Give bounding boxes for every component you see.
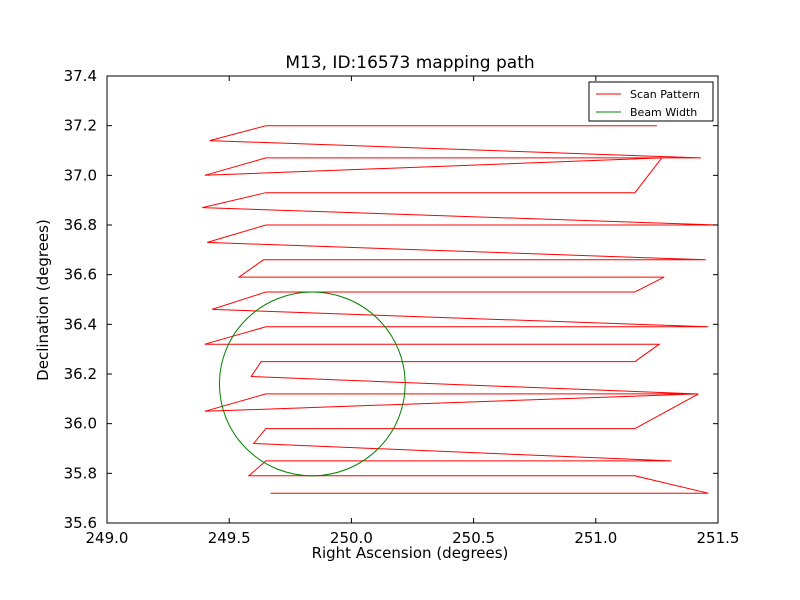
y-tick-label: 36.2 (64, 365, 97, 383)
y-tick-label: 37.2 (64, 117, 97, 135)
x-tick-label: 251.0 (574, 529, 617, 547)
chart-title: M13, ID:16573 mapping path (285, 53, 534, 73)
legend-label-beam-width: Beam Width (630, 106, 697, 119)
y-tick-label: 36.0 (64, 415, 97, 433)
plot-marks (202, 125, 719, 494)
y-tick-label: 35.6 (64, 514, 97, 532)
y-tick-label: 36.4 (64, 315, 97, 333)
y-tick-label: 36.6 (64, 266, 97, 284)
scan-pattern-line (202, 125, 719, 494)
x-axis-label: Right Ascension (degrees) (312, 544, 509, 562)
legend: Scan Pattern Beam Width (588, 81, 714, 122)
y-tick-label: 37.4 (64, 67, 97, 85)
x-tick-label: 250.0 (330, 529, 373, 547)
y-tick-label: 37.0 (64, 166, 97, 184)
axis-ticks: 249.0 249.5 250.0 250.5 251.0 251.5 35.6 35.8 36… (64, 67, 740, 547)
plot-frame (106, 75, 719, 524)
y-tick-label: 35.8 (64, 464, 97, 482)
legend-box (588, 81, 714, 122)
x-tick-label: 249.5 (208, 529, 251, 547)
y-axis-label: Declination (degrees) (34, 219, 52, 381)
beam-width-circle (218, 291, 406, 477)
x-tick-label: 249.0 (86, 529, 129, 547)
y-tick-label: 36.8 (64, 216, 97, 234)
x-tick-label: 250.5 (452, 529, 495, 547)
legend-label-scan-pattern: Scan Pattern (630, 88, 700, 101)
plot-area (107, 76, 718, 523)
x-tick-label: 251.5 (697, 529, 740, 547)
